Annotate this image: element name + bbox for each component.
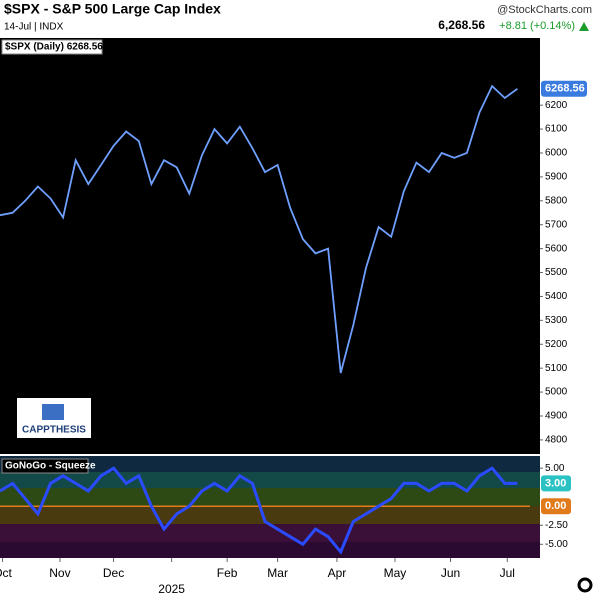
last-value-box <box>541 498 571 515</box>
series-line <box>0 466 518 555</box>
y-tick-label: 5300 <box>545 315 568 326</box>
x-tick-label: Dec <box>103 566 124 580</box>
x-tick-label: Jul <box>500 566 515 580</box>
y-tick-label: -2.50 <box>545 520 568 531</box>
x-tick-label: Apr <box>328 566 347 580</box>
y-tick-label: 4900 <box>545 411 568 422</box>
y-tick-label: 5000 <box>545 387 568 398</box>
panel-title: GoNoGo - Squeeze <box>5 461 96 472</box>
price-panel <box>0 38 540 454</box>
logo: CAPPTHESIS <box>22 425 86 436</box>
price: 6,268.56 <box>438 18 485 32</box>
y-tick-label: 5.00 <box>545 463 565 474</box>
last-value-box <box>541 475 571 492</box>
settings-icon[interactable] <box>577 577 593 593</box>
logo-icon <box>42 404 64 420</box>
band <box>0 506 540 524</box>
y-tick-label: 6200 <box>545 100 568 111</box>
y-tick-label: 5700 <box>545 219 568 230</box>
title: $SPX - S&P 500 Large Cap Index <box>4 1 221 17</box>
y-tick-label: 5500 <box>545 267 568 278</box>
last-value-box <box>541 80 587 97</box>
y-tick-label: 5800 <box>545 195 568 206</box>
source: @StockCharts.com <box>497 4 592 16</box>
panel-label-bg <box>1 39 103 55</box>
last-value-label: 0.00 <box>545 500 566 512</box>
subtitle: 14-Jul | INDX <box>4 22 64 33</box>
up-icon <box>579 22 589 31</box>
y-tick-label: 6000 <box>545 148 568 159</box>
x-tick-label: Mar <box>267 566 288 580</box>
y-tick-label: 5600 <box>545 243 568 254</box>
y-tick-label: -5.00 <box>545 539 568 550</box>
panel-label-bg <box>1 458 89 474</box>
band <box>0 488 540 506</box>
x-tick-label: May <box>384 566 407 580</box>
y-tick-label: 4800 <box>545 435 568 446</box>
panel-title: $SPX (Daily) 6268.56 <box>5 42 103 53</box>
band <box>0 524 540 542</box>
series-line <box>0 84 518 374</box>
last-value-label: 6268.56 <box>545 83 585 95</box>
y-tick-label: 6100 <box>545 124 568 135</box>
x-tick-label: Feb <box>217 566 238 580</box>
x-tick-label: Oct <box>0 566 13 580</box>
y-tick-label: 5900 <box>545 172 568 183</box>
x-tick-label: Jun <box>441 566 460 580</box>
x-tick-label: 2025 <box>158 582 185 596</box>
x-tick-label: Nov <box>49 566 70 580</box>
y-tick-label: 5200 <box>545 339 568 350</box>
band <box>0 542 540 558</box>
y-tick-label: 5100 <box>545 363 568 374</box>
change: +8.81 (+0.14%) <box>499 20 575 32</box>
gear[interactable] <box>577 577 593 593</box>
band <box>0 456 540 472</box>
last-value-label: 3.00 <box>545 477 566 489</box>
y-tick-label: 5400 <box>545 291 568 302</box>
